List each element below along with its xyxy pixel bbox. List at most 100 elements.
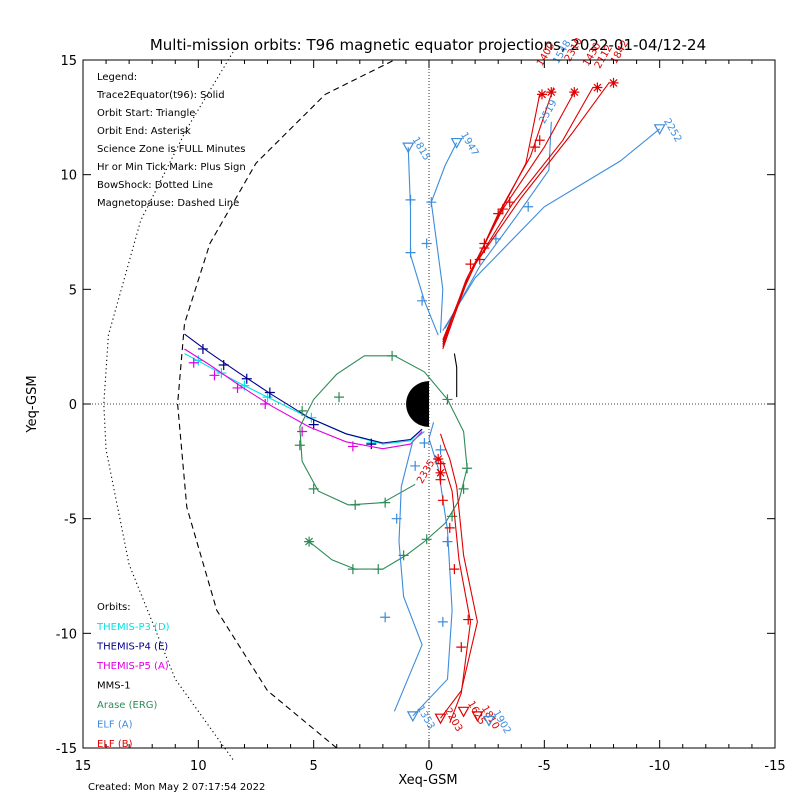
elf-a-series — [380, 121, 661, 717]
arase-erg-trace-1 — [299, 355, 468, 570]
elf-a-tick-10 — [405, 194, 416, 205]
arase-erg-tick-1 — [347, 564, 358, 575]
legend-notes: Legend: Trace2Equator(t96): Solid Orbit St… — [96, 72, 246, 209]
orbit-legend-mms-1: MMS-1 — [97, 681, 131, 692]
legend-note-1: Legend: — [97, 72, 137, 83]
elf-b-tick-11 — [465, 259, 476, 270]
elf-b-tick-3 — [449, 564, 460, 575]
elf-a-tick-9 — [405, 247, 416, 258]
legend-note-6: Hr or Min Tick Mark: Plus Sign — [97, 162, 246, 173]
elf-b-end-2 — [435, 467, 446, 478]
elf-a-trace-6 — [444, 121, 552, 329]
elf-a-tick-2 — [391, 513, 402, 524]
elf-a-tick-13 — [523, 201, 534, 212]
orbit-start-marker-3 — [457, 706, 470, 718]
themis-p5-a-tick-1 — [188, 357, 199, 368]
orbit-legend-themis-p5-a: THEMIS-P5 (A) — [96, 661, 169, 672]
reference-lines — [83, 60, 775, 748]
arase-erg-tick-5 — [447, 511, 458, 522]
x-tick-label-5: -5 — [538, 759, 551, 774]
y-axis-label: Yeq-GSM — [25, 375, 40, 433]
elf-b-tick-12 — [493, 208, 504, 219]
elf-a-trace-5 — [442, 128, 661, 331]
y-tick-label-6: 10 — [60, 169, 77, 184]
footer-created: Created: Mon May 2 07:17:54 2022 — [88, 782, 265, 793]
x-tick-label-4: 0 — [425, 759, 433, 774]
elf-b-trace-2 — [442, 461, 472, 723]
themis-p5-a-series — [184, 348, 423, 452]
elf-b-tick-7 — [435, 458, 446, 469]
elf-a-tick-12 — [426, 197, 437, 208]
elf-b-end-1 — [433, 454, 444, 464]
y-tick-label-1: -15 — [56, 742, 77, 757]
arase-erg-end-1 — [304, 536, 315, 547]
elf-b-end-7 — [537, 89, 547, 100]
elf-a-tick-6 — [442, 536, 453, 547]
elf-b-tick-2 — [463, 614, 474, 625]
mms-1-trace-1 — [453, 353, 458, 398]
elf-b-end-6 — [608, 77, 619, 88]
themis-p4-e-tick-3 — [241, 373, 252, 384]
elf-b-end-5 — [592, 82, 603, 93]
themis-p5-a-tick-2 — [209, 370, 220, 381]
elf-b-tick-4 — [444, 522, 455, 533]
themis-p5-a-tick-3 — [232, 382, 243, 393]
y-tick-label-2: -10 — [56, 627, 77, 642]
x-tick-label-1: 15 — [75, 759, 92, 774]
arase-erg-series — [294, 350, 473, 575]
x-axis-label: Xeq-GSM — [398, 773, 457, 788]
orbit-start-marker-5 — [482, 715, 495, 727]
elf-a-tick-3 — [410, 460, 421, 471]
themis-p4-e-trace-1 — [184, 333, 423, 444]
orbit-legend-themis-p4-e: THEMIS-P4 (E) — [96, 642, 168, 653]
y-tick-label-3: -5 — [64, 513, 77, 528]
orbit-start-marker-4 — [471, 711, 484, 723]
arase-erg-tick-11 — [297, 405, 308, 416]
arase-erg-tick-7 — [462, 463, 473, 474]
elf-a-trace-1 — [412, 422, 453, 717]
themis-p4-e-tick-6 — [366, 439, 377, 450]
elf-a-tick-4 — [419, 437, 430, 448]
earth-symbol — [406, 381, 429, 427]
orbit-start-marker-2 — [434, 713, 447, 725]
orbit-start-marker-7 — [450, 137, 463, 149]
mms-1-series — [453, 353, 458, 398]
elf-b-end-4 — [569, 87, 580, 98]
themis-p4-e-tick-4 — [264, 387, 275, 398]
elf-b-tick-15 — [530, 142, 541, 153]
arase-erg-tick-10 — [334, 392, 345, 403]
earth-nightside — [406, 381, 429, 427]
themis-p4-e-series — [184, 333, 423, 450]
elf-b-end-3 — [546, 87, 557, 98]
arase-erg-tick-6 — [458, 483, 469, 494]
themis-p4-e-tick-5 — [308, 419, 319, 430]
elf-a-tick-8 — [417, 295, 428, 306]
boundary-lines — [103, 48, 395, 760]
elf-a-tick-7 — [435, 444, 446, 455]
orbit-start-marker-8 — [653, 124, 666, 136]
arase-erg-tick-4 — [421, 534, 432, 545]
arase-erg-tick-8 — [442, 394, 453, 405]
themis-p5-a-trace-1 — [184, 348, 423, 450]
magnetopause-line — [177, 59, 395, 749]
orbit-start-marker-6 — [402, 142, 415, 154]
themis-p5-a-tick-4 — [260, 399, 271, 409]
arase-erg-tick-2 — [373, 564, 384, 575]
arase-erg-tick-9 — [387, 350, 398, 361]
orbit-start-marker-1 — [406, 711, 419, 723]
elf-b-tick-1 — [456, 642, 467, 653]
themis-p3-d-tick-4 — [262, 392, 273, 403]
orbit-legend-elf-b: ELF (B) — [97, 739, 133, 750]
themis-p5-a-tick-5 — [297, 426, 308, 437]
elf-b-tick-16 — [534, 135, 545, 146]
orbit-legend-themis-p3-d: THEMIS-P3 (D) — [96, 622, 170, 633]
elf-b-tick-10 — [479, 243, 490, 254]
y-tick-label-7: 15 — [60, 54, 77, 69]
x-tick-label-7: -15 — [764, 759, 785, 774]
orbit-legend-arase-erg: Arase (ERG) — [97, 700, 158, 711]
themis-p5-a-tick-6 — [347, 441, 358, 452]
legend-note-3: Orbit Start: Triangle — [97, 108, 195, 119]
legend-note-2: Trace2Equator(t96): Solid — [96, 90, 225, 101]
y-tick-label-4: 0 — [69, 398, 77, 413]
